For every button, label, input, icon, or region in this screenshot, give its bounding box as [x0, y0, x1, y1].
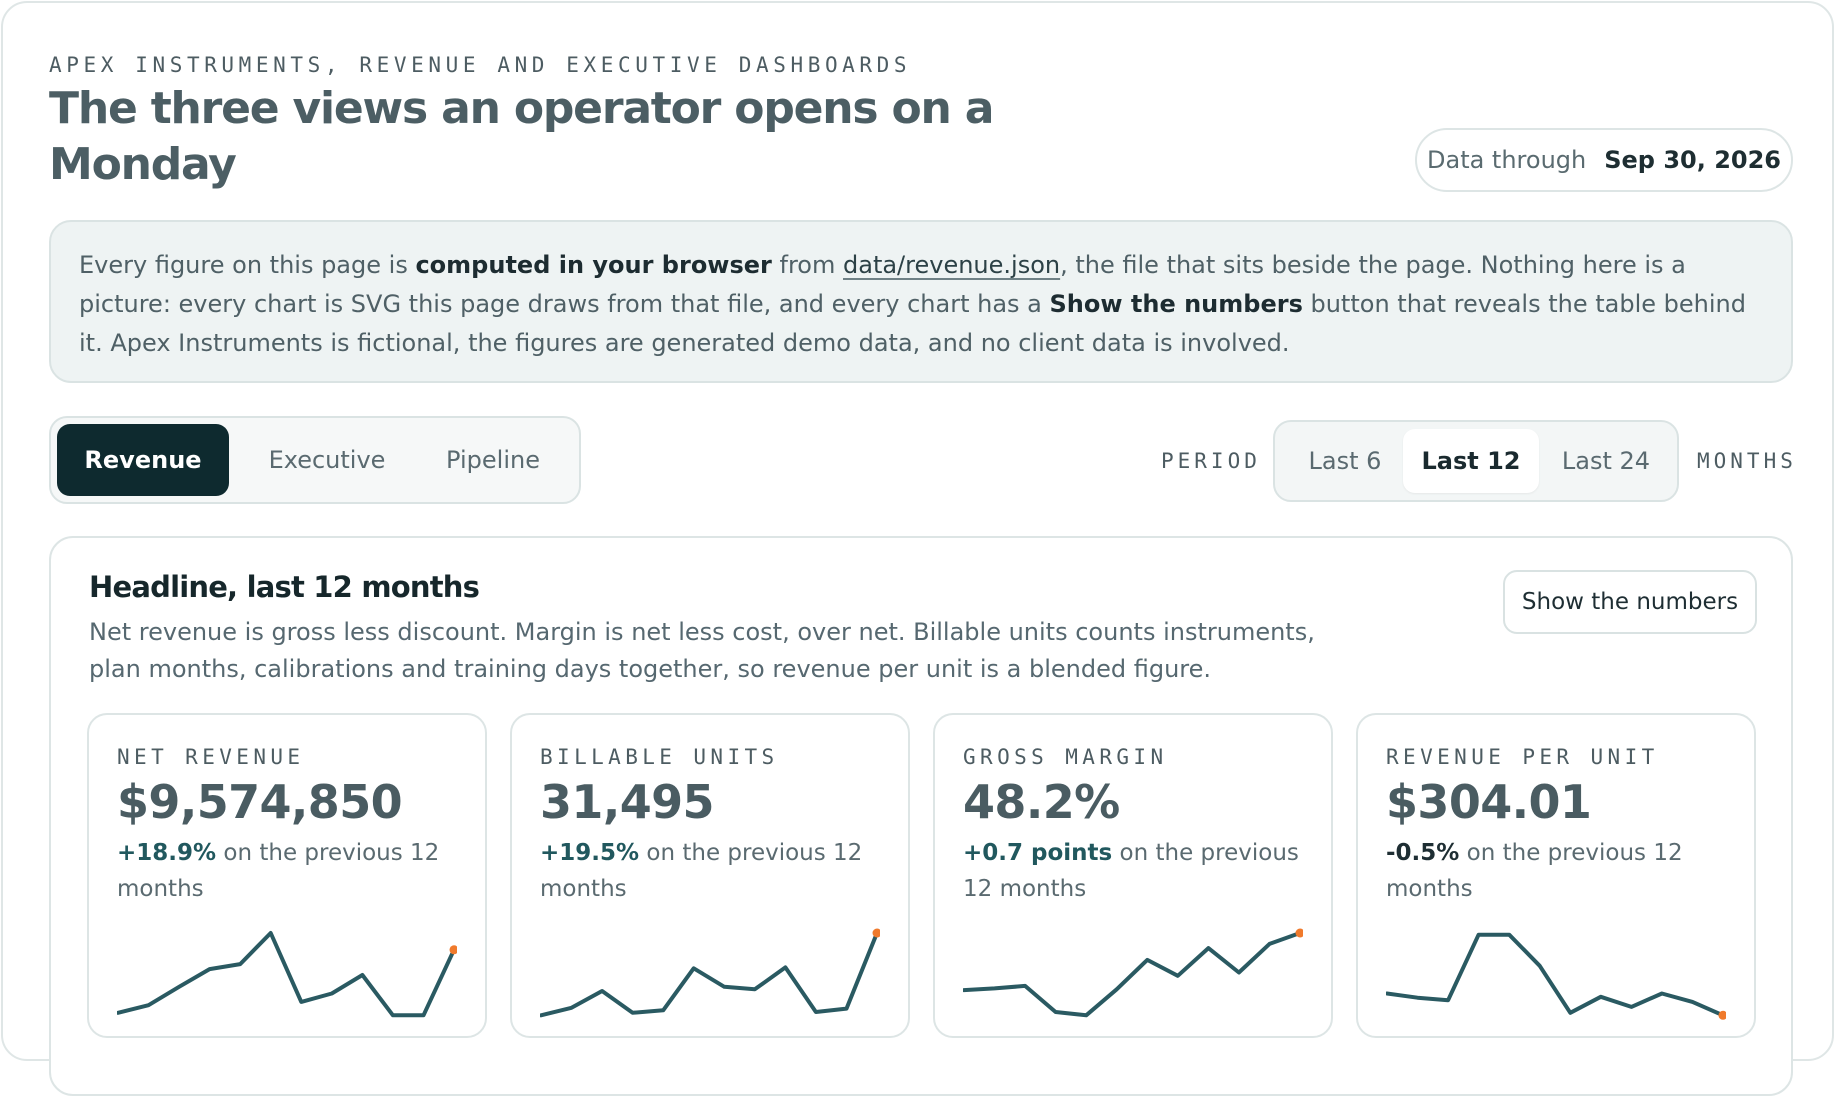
- kpi-value: $304.01: [1386, 775, 1592, 829]
- kpi-label: BILLABLE UNITS: [540, 745, 779, 769]
- sparkline-latest-point: [1295, 928, 1303, 938]
- sparkline-series: [540, 931, 879, 1018]
- notice-text: from: [771, 251, 843, 279]
- sparkline-series: [117, 931, 456, 1018]
- data-file-link[interactable]: data/revenue.json: [843, 251, 1061, 279]
- kpi-change-value: +0.7 points: [963, 840, 1113, 866]
- panel-title: Headline, last 12 months: [89, 570, 480, 604]
- kpi-card-revenue-per-unit: REVENUE PER UNIT $304.01 -0.5% on the pr…: [1356, 713, 1756, 1038]
- kpi-change: +18.9% on the previous 12 months: [117, 835, 467, 907]
- period-label: PERIOD: [1161, 449, 1261, 473]
- notice-emphasis: computed in your browser: [415, 251, 772, 279]
- kpi-label: NET REVENUE: [117, 745, 305, 769]
- headline-panel: Headline, last 12 months Net revenue is …: [49, 536, 1793, 1096]
- kpi-change: +19.5% on the previous 12 months: [540, 835, 890, 907]
- sparkline: [1386, 932, 1726, 1020]
- notice-text: Every figure on this page is: [79, 251, 416, 279]
- period-selector: Last 6 Last 12 Last 24: [1273, 420, 1679, 502]
- kpi-change-value: -0.5%: [1386, 840, 1460, 866]
- sparkline: [117, 931, 457, 1018]
- view-tabs: Revenue Executive Pipeline: [49, 416, 581, 504]
- sparkline: [963, 928, 1303, 1018]
- sparkline-series: [963, 931, 1302, 1018]
- notice-text: , the file that sits beside the page. No…: [79, 251, 1686, 318]
- period-last-12[interactable]: Last 12: [1403, 429, 1539, 493]
- kpi-change-value: +18.9%: [117, 840, 217, 866]
- data-through-date: Sep 30, 2026: [1604, 146, 1781, 174]
- sparkline-latest-point: [1718, 1010, 1726, 1020]
- eyebrow: APEX INSTRUMENTS, REVENUE AND EXECUTIVE …: [49, 53, 912, 77]
- kpi-change-suffix: on the previous 12 months: [963, 840, 1299, 902]
- tab-revenue[interactable]: Revenue: [57, 424, 229, 496]
- kpi-change-suffix: on the previous 12 months: [540, 840, 863, 902]
- kpi-change-suffix: on the previous 12 months: [117, 840, 440, 902]
- tab-pipeline[interactable]: Pipeline: [446, 446, 540, 474]
- kpi-change: +0.7 points on the previous 12 months: [963, 835, 1313, 907]
- panel-description: Net revenue is gross less discount. Marg…: [89, 618, 1315, 683]
- kpi-change-value: +19.5%: [540, 840, 640, 866]
- kpi-card-billable-units: BILLABLE UNITS 31,495 +19.5% on the prev…: [510, 713, 910, 1038]
- kpi-card-gross-margin: GROSS MARGIN 48.2% +0.7 points on the pr…: [933, 713, 1333, 1038]
- kpi-label: REVENUE PER UNIT: [1386, 745, 1659, 769]
- kpi-change-suffix: on the previous 12 months: [1386, 840, 1683, 902]
- kpi-change: -0.5% on the previous 12 months: [1386, 835, 1736, 907]
- kpi-value: $9,574,850: [117, 775, 403, 829]
- sparkline-latest-point: [872, 928, 880, 938]
- info-notice: Every figure on this page is computed in…: [49, 220, 1793, 383]
- tab-executive[interactable]: Executive: [268, 446, 386, 474]
- show-numbers-button[interactable]: Show the numbers: [1503, 570, 1757, 634]
- period-last-24[interactable]: Last 24: [1561, 447, 1651, 475]
- kpi-label: GROSS MARGIN: [963, 745, 1168, 769]
- notice-emphasis: Show the numbers: [1049, 290, 1303, 318]
- data-through-label: Data through: [1427, 146, 1587, 174]
- sparkline-latest-point: [449, 945, 457, 955]
- data-through-badge: Data through Sep 30, 2026: [1415, 128, 1793, 192]
- period-unit-label: MONTHS: [1697, 449, 1797, 473]
- sparkline-series: [1386, 932, 1725, 1018]
- kpi-value: 48.2%: [963, 775, 1120, 829]
- page-title: The three views an operator opens on a M…: [49, 83, 994, 190]
- sparkline: [540, 928, 880, 1018]
- kpi-card-net-revenue: NET REVENUE $9,574,850 +18.9% on the pre…: [87, 713, 487, 1038]
- period-last-6[interactable]: Last 6: [1308, 447, 1382, 475]
- kpi-value: 31,495: [540, 775, 715, 829]
- notice-text: button that reveals the table behind it.…: [79, 290, 1746, 357]
